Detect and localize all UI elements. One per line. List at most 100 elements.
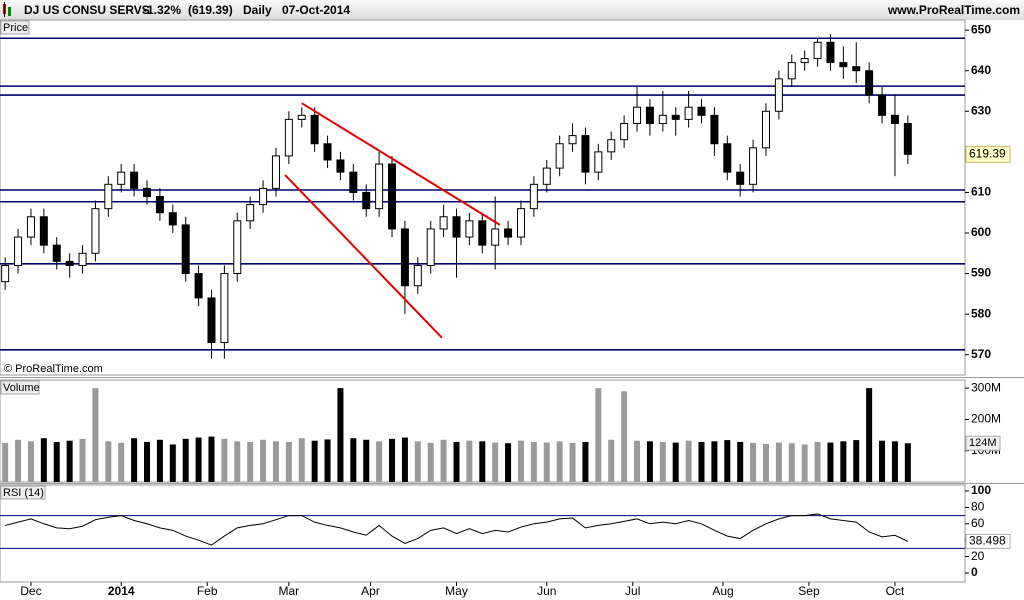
candle-body — [710, 114, 719, 145]
candle-body — [787, 62, 796, 80]
x-tick-label: Dec — [20, 584, 41, 598]
trend-line — [301, 102, 501, 226]
volume-bar — [208, 436, 215, 482]
volume-bar — [311, 440, 318, 482]
volume-bar — [698, 441, 705, 482]
candle-body — [465, 220, 474, 238]
volume-bar — [298, 438, 305, 482]
y-tick-label: 100 — [971, 483, 991, 497]
candle-body — [310, 114, 319, 145]
candle-body — [104, 183, 113, 210]
candle-body — [452, 216, 461, 238]
volume-bar — [853, 440, 860, 482]
volume-bar — [182, 438, 189, 482]
panel-tag — [0, 20, 30, 35]
candle-body — [620, 122, 629, 141]
candle-body — [271, 155, 280, 189]
header-price: (619.39) — [188, 3, 233, 17]
candle-body — [697, 106, 706, 116]
candle-body — [723, 143, 732, 173]
candle-body — [658, 114, 667, 124]
volume-bar — [156, 439, 163, 482]
candle-body — [761, 110, 770, 149]
volume-bar — [260, 439, 267, 482]
candle-body — [233, 220, 242, 275]
candle-body — [826, 41, 835, 64]
panel-tag — [0, 485, 46, 500]
candle-body — [14, 236, 23, 266]
candle-body — [491, 228, 500, 246]
volume-bar — [285, 441, 292, 482]
y-tick-label: 570 — [971, 347, 991, 361]
candle-body — [181, 224, 190, 275]
candle-body — [813, 41, 822, 60]
volume-bar — [440, 439, 447, 482]
volume-bar — [724, 440, 731, 482]
y-tick-label: 200M — [971, 412, 1001, 426]
x-tick-label: Sep — [798, 584, 820, 598]
candle-body — [878, 94, 887, 116]
rsi-line — [5, 513, 909, 546]
volume-bar — [350, 438, 357, 482]
app-icon — [3, 2, 11, 17]
volume-bar — [608, 439, 615, 482]
candle-body — [168, 212, 177, 226]
candle-body — [207, 297, 216, 344]
y-tick-label: 630 — [971, 103, 991, 117]
candle-body — [155, 195, 164, 214]
panel-title: RSI (14) — [3, 487, 44, 499]
y-tick-label: 650 — [971, 22, 991, 36]
volume-bar — [569, 442, 576, 482]
volume-bar — [453, 441, 460, 482]
volume-bar — [530, 441, 537, 482]
volume-bar — [195, 437, 202, 482]
volume-bar — [737, 441, 744, 482]
candle-body — [671, 114, 680, 120]
last-rsi: 38.498 — [969, 534, 1006, 548]
watermark: © ProRealTime.com — [4, 363, 103, 375]
x-tick-label: Oct — [886, 584, 905, 598]
candle-body — [1, 264, 10, 283]
volume-bar — [66, 440, 73, 482]
y-tick-label: 610 — [971, 185, 991, 199]
candle-body — [130, 171, 139, 189]
candle-body — [581, 135, 590, 173]
y-tick-label: 640 — [971, 63, 991, 77]
volume-bar — [144, 441, 151, 482]
volume-bar — [891, 441, 898, 482]
volume-bar — [15, 439, 22, 482]
candle-body — [903, 122, 912, 155]
candle-body — [736, 171, 745, 185]
candle-body — [684, 106, 693, 120]
header-bar — [0, 0, 1024, 20]
panel-title: Volume — [3, 382, 40, 394]
volume-bar — [40, 438, 47, 482]
panel-tag — [0, 380, 40, 395]
candle-body — [143, 187, 152, 197]
volume-bar — [517, 440, 524, 482]
volume-bar — [866, 388, 873, 482]
volume-bar — [685, 440, 692, 482]
volume-bar — [634, 440, 641, 482]
last-volume: 124M — [969, 437, 997, 449]
volume-bar — [363, 439, 370, 482]
y-tick-label: 580 — [971, 306, 991, 320]
volume-bar — [505, 443, 512, 482]
x-tick-label: Jul — [625, 584, 640, 598]
volume-bar — [79, 438, 86, 482]
volume-bar — [646, 441, 653, 482]
candle-body — [388, 163, 397, 230]
candle-body — [323, 143, 332, 161]
y-tick-label: 80 — [971, 500, 985, 514]
panel-title: Price — [3, 22, 28, 34]
site: www.ProRealTime.com — [887, 3, 1020, 17]
candle-body — [413, 264, 422, 287]
y-tick-label: 0 — [971, 565, 978, 579]
volume-bar — [879, 440, 886, 482]
candle-body — [774, 78, 783, 112]
last-rsi-box — [965, 533, 1011, 549]
candle-body — [220, 273, 229, 344]
y-tick-label: 300M — [971, 380, 1001, 394]
candle-body — [568, 135, 577, 145]
volume-bar — [131, 438, 138, 482]
